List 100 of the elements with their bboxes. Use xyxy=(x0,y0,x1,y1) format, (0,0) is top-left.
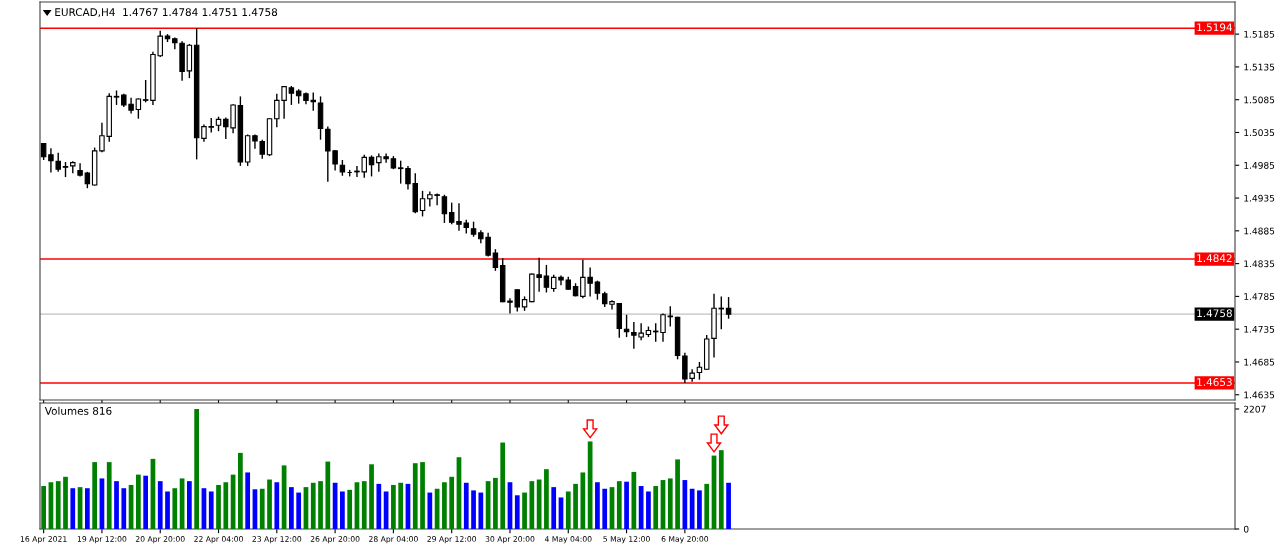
bar xyxy=(84,488,90,529)
bar xyxy=(514,495,520,529)
bar xyxy=(238,452,243,529)
bar xyxy=(638,486,644,529)
bar xyxy=(289,487,294,529)
bar xyxy=(208,491,214,529)
bar xyxy=(245,472,251,529)
bar xyxy=(565,491,571,529)
bar xyxy=(223,482,229,529)
bar xyxy=(442,482,447,529)
bar xyxy=(41,486,47,529)
bar xyxy=(310,482,316,529)
ref-line-label: 1.4842 xyxy=(1197,254,1232,263)
bar xyxy=(55,481,61,529)
bar xyxy=(471,490,476,529)
bar xyxy=(412,463,418,529)
bar xyxy=(551,487,557,529)
bar xyxy=(165,491,170,529)
bar xyxy=(580,472,586,529)
bar xyxy=(697,490,702,529)
bar xyxy=(187,481,192,529)
y-tick-label: 1.4885 xyxy=(1244,227,1275,235)
y-tick-label: 1.4735 xyxy=(1244,325,1275,333)
bar xyxy=(646,491,651,529)
bar xyxy=(726,482,731,529)
bar xyxy=(106,462,112,529)
y-tick-label: 1.4935 xyxy=(1244,194,1275,202)
candlestick xyxy=(441,194,448,224)
bar xyxy=(296,492,302,529)
bar xyxy=(274,482,280,529)
y-tick-label: 1.5135 xyxy=(1244,63,1275,71)
bar xyxy=(529,481,535,529)
bar xyxy=(500,442,506,529)
y-tick-label: 1.5085 xyxy=(1244,96,1275,104)
bar xyxy=(376,483,382,529)
y-tick-label: 1.4785 xyxy=(1244,293,1275,300)
bar xyxy=(675,459,680,529)
ref-line-label: 1.5194 xyxy=(1197,23,1233,32)
bar xyxy=(398,482,404,529)
candlestick xyxy=(419,190,426,218)
bar xyxy=(595,482,600,529)
annotation: Volumes 816 xyxy=(44,406,112,415)
bar xyxy=(631,471,637,529)
bar xyxy=(493,477,498,529)
bar xyxy=(653,486,659,529)
y-tick-label: 1.4985 xyxy=(1244,161,1275,169)
bar xyxy=(522,492,527,529)
y-tick-label: 1.5185 xyxy=(1244,30,1275,38)
bar xyxy=(587,441,593,529)
bar xyxy=(70,488,76,529)
bar xyxy=(682,480,688,529)
bar xyxy=(216,484,221,529)
bar xyxy=(325,461,331,529)
bar xyxy=(427,492,433,529)
y-tick-label: 1.4635 xyxy=(1244,391,1275,399)
bar xyxy=(369,464,374,529)
ref-line-label: 1.4653 xyxy=(1197,378,1232,386)
bar xyxy=(420,462,425,529)
candlestick xyxy=(725,296,732,320)
y-tick-label: 1.4685 xyxy=(1244,358,1275,366)
candlestick xyxy=(543,264,550,294)
bar xyxy=(259,488,265,529)
candlestick xyxy=(135,97,142,120)
candlestick xyxy=(288,85,295,106)
bar xyxy=(463,482,469,529)
candlestick xyxy=(55,152,61,173)
candlestick xyxy=(368,154,375,178)
y-tick-label: 2207 xyxy=(1243,405,1266,413)
bar xyxy=(92,462,98,529)
bar xyxy=(143,475,149,529)
bar xyxy=(704,483,710,529)
bar xyxy=(602,488,608,529)
candlestick xyxy=(142,79,149,104)
candlestick xyxy=(48,147,54,174)
bar xyxy=(391,484,396,529)
y-tick-label: 1.5035 xyxy=(1244,129,1275,137)
text: EURCAD,H4 1.4767 1.4784 1.4751 1.4758 xyxy=(55,8,278,18)
bar xyxy=(63,476,68,529)
bar xyxy=(121,488,127,529)
bar xyxy=(478,492,484,529)
bar xyxy=(616,481,622,529)
bar xyxy=(157,481,163,529)
bar xyxy=(544,469,549,529)
bar xyxy=(449,476,455,529)
candlestick xyxy=(492,248,499,272)
bar xyxy=(689,488,695,529)
bar xyxy=(718,450,724,529)
bar xyxy=(361,481,367,529)
bar xyxy=(624,481,629,529)
bar xyxy=(667,478,673,529)
y-tick-label: 0 xyxy=(1243,525,1249,533)
bar xyxy=(318,481,323,529)
bar xyxy=(114,481,119,529)
ref-line-label: 1.4758 xyxy=(1197,309,1232,318)
bar xyxy=(573,483,578,529)
bar xyxy=(194,408,200,529)
bar xyxy=(136,474,141,529)
bar xyxy=(340,491,345,529)
bar xyxy=(172,488,178,529)
y-tick-label: 1.4835 xyxy=(1244,260,1275,268)
